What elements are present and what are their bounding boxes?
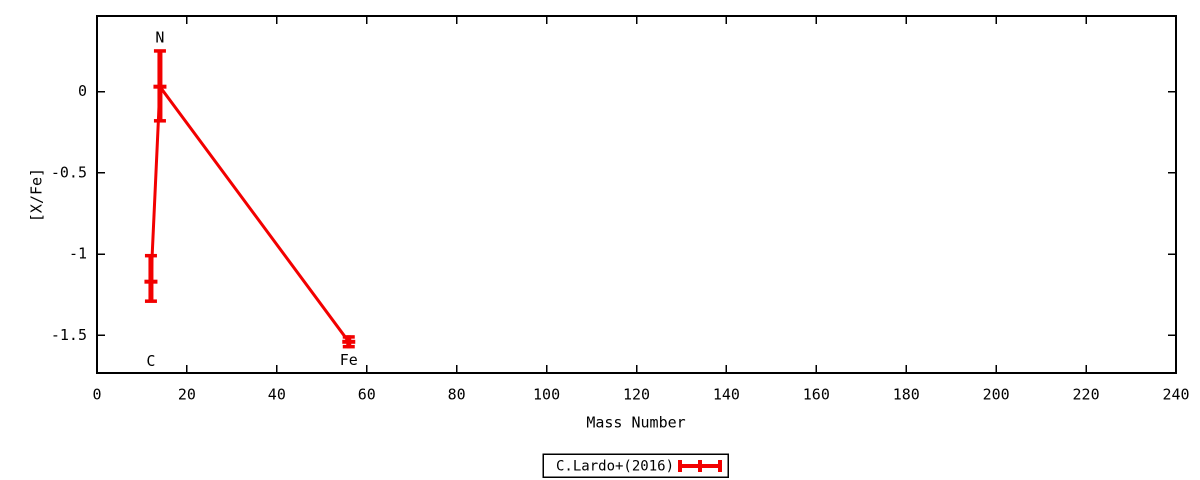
x-tick-label: 160	[803, 386, 830, 404]
legend-box	[542, 453, 729, 478]
series-line	[149, 82, 350, 343]
x-tick-label: 60	[358, 386, 376, 404]
y-axis-title: [X/Fe]	[28, 168, 46, 222]
x-axis-title: Mass Number	[586, 414, 685, 432]
x-tick-label: 80	[448, 386, 466, 404]
legend-series-label: C.Lardo+(2016)	[556, 459, 674, 475]
y-tick-label: -1	[69, 245, 87, 263]
x-tick-label: 120	[623, 386, 650, 404]
point-labels-layer: N C Fe	[146, 28, 357, 369]
y-tick-label: -0.5	[51, 163, 87, 181]
plot-border	[96, 15, 1177, 374]
x-tick-label: 100	[533, 386, 560, 404]
x-tick-label: 200	[983, 386, 1010, 404]
y-tick-label: -1.5	[51, 326, 87, 344]
y-tick-label: 0	[78, 82, 87, 100]
x-tick-label: 180	[893, 386, 920, 404]
legend-errorbar-sample-icon	[678, 460, 722, 472]
x-tick-label: 240	[1162, 386, 1189, 404]
element-label: C	[146, 352, 155, 370]
x-tick-label: 140	[713, 386, 740, 404]
ticks-layer	[96, 16, 1177, 373]
element-label: N	[155, 28, 164, 46]
element-label: Fe	[340, 351, 358, 369]
x-tick-label: 40	[268, 386, 286, 404]
x-tick-label: 220	[1073, 386, 1100, 404]
x-tick-label: 0	[92, 386, 101, 404]
legend: C.Lardo+(2016)	[542, 453, 729, 478]
series-layer	[144, 49, 356, 349]
x-tick-label: 20	[178, 386, 196, 404]
tick-labels-layer: 0 20 40 60 80 100 120 140 160 180 200 220 240 0 -0.5 -1…	[51, 82, 1190, 403]
